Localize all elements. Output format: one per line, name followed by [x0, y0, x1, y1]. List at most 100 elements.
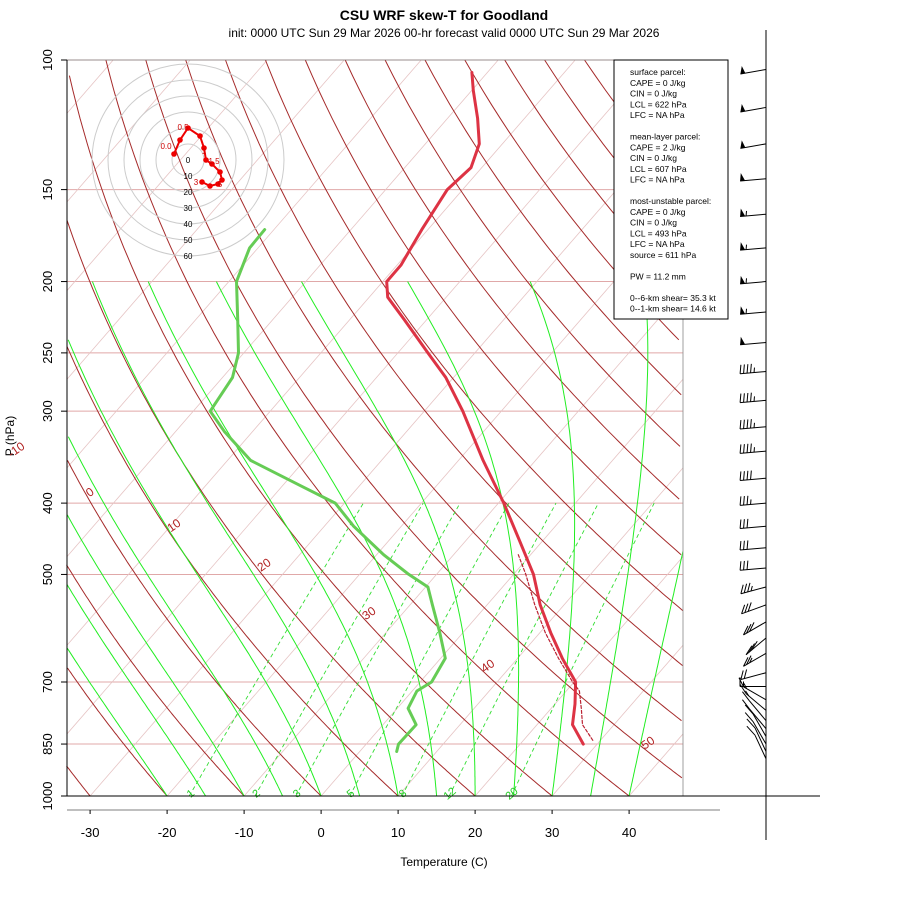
isotherm-line [89, 112, 684, 797]
legend-line: LCL = 622 hPa [630, 99, 687, 109]
barb-full [751, 640, 758, 651]
hodograph-point-label: 0.0 [160, 142, 172, 151]
barb-full [750, 443, 752, 453]
barb-full [746, 725, 756, 736]
barb-shaft [740, 178, 767, 182]
legend-line: most-unstable parcel: [630, 196, 711, 206]
wind-barb [739, 518, 767, 529]
moist-adiabat [529, 281, 576, 796]
barb-full [739, 393, 742, 403]
wind-barb [738, 677, 767, 701]
barb-full [744, 704, 754, 715]
wind-barb [739, 470, 767, 481]
hodograph-ring [123, 95, 253, 225]
isotherm-line [628, 733, 684, 797]
barb-full [740, 584, 744, 594]
barb-half [745, 690, 750, 697]
hodograph-point-label: 3 [194, 178, 199, 187]
moist-adiabat [91, 281, 361, 796]
y-tick-label: 200 [40, 271, 55, 293]
barb-pennant [740, 65, 746, 74]
barb-full [750, 363, 752, 373]
hodograph-point [203, 157, 209, 163]
hodograph-point [207, 183, 213, 189]
legend-line: CAPE = 0 J/kg [630, 78, 686, 88]
barb-shaft [740, 281, 767, 285]
legend-line: CAPE = 2 J/kg [630, 142, 686, 152]
moist-adiabat [215, 281, 438, 796]
mixing-ratio-line [349, 502, 510, 797]
legend-line: CAPE = 0 J/kg [630, 207, 686, 217]
moist-adiabat [67, 436, 284, 796]
barb-full [739, 496, 742, 506]
barb-full [743, 471, 745, 481]
hodograph-ring-label: 40 [184, 220, 193, 229]
dry-adiabat [424, 59, 682, 396]
barb-full [746, 443, 749, 453]
barb-full [743, 583, 748, 593]
barb-pennant [740, 140, 746, 149]
temperature-profile [385, 71, 585, 746]
mixing-ratio-line [295, 502, 461, 797]
legend-line: CIN = 0 J/kg [630, 89, 677, 99]
moist-adiabats [67, 281, 683, 796]
barb-full [746, 470, 749, 480]
barb-full [741, 691, 750, 702]
mixing-ratio-label: 2 [250, 787, 262, 800]
dry-adiabat-label: 50 [638, 733, 657, 752]
hodograph-point-label: 1 [202, 147, 207, 156]
hodograph-point [219, 177, 225, 183]
hodograph-point [217, 169, 223, 175]
barb-shaft [754, 734, 767, 759]
wind-barb [741, 699, 767, 729]
moist-adiabat [67, 339, 322, 796]
hodograph-point-label: 0.5 [177, 123, 189, 132]
wind-barb [744, 704, 767, 737]
barb-full [746, 518, 749, 528]
legend-line: LCL = 607 hPa [630, 164, 687, 174]
wind-barb [740, 336, 767, 346]
moist-adiabat [301, 281, 476, 796]
y-tick-label: 250 [40, 342, 55, 364]
barb-full [743, 444, 745, 454]
wind-barb [745, 637, 767, 656]
barb-full [743, 419, 745, 429]
wind-barb [740, 582, 767, 595]
isotherm-line [66, 59, 191, 203]
barb-shaft [740, 426, 767, 430]
barb-full [746, 560, 749, 570]
wind-barb [743, 652, 767, 667]
isotherm-line [66, 59, 268, 291]
hodograph-point [215, 181, 221, 187]
barb-full [746, 419, 749, 429]
legend-line: LCL = 493 hPa [630, 228, 687, 238]
barb-pennant [740, 173, 746, 182]
dry-adiabat-label: 10 [164, 516, 183, 535]
barb-shaft [740, 502, 767, 506]
dry-adiabat [145, 59, 683, 779]
moist-adiabat [67, 514, 245, 796]
mixing-ratio-line [511, 502, 655, 797]
y-tick-label: 850 [40, 733, 55, 755]
barb-full [745, 645, 753, 655]
y-tick-label: 700 [40, 671, 55, 693]
mixing-ratio-label: 3 [291, 787, 303, 800]
dry-adiabat [66, 765, 91, 797]
barb-half [743, 683, 747, 689]
barb-full [748, 643, 755, 653]
hodograph-point-label: 5 [218, 180, 223, 189]
barb-shaft [754, 727, 767, 752]
barb-full [739, 364, 742, 374]
dewpoint-profile [208, 228, 447, 753]
mixing-ratio-line [254, 502, 424, 797]
barb-pennant [740, 275, 746, 284]
barb-full [743, 519, 745, 529]
barb-shaft [740, 450, 767, 454]
wind-barb [739, 392, 767, 404]
barb-shaft [748, 700, 767, 721]
chart-subtitle: init: 0000 UTC Sun 29 Mar 2026 00-hr for… [229, 26, 660, 40]
dry-adiabat [67, 460, 322, 797]
barb-shaft [748, 708, 767, 729]
barb-shaft [740, 213, 767, 217]
